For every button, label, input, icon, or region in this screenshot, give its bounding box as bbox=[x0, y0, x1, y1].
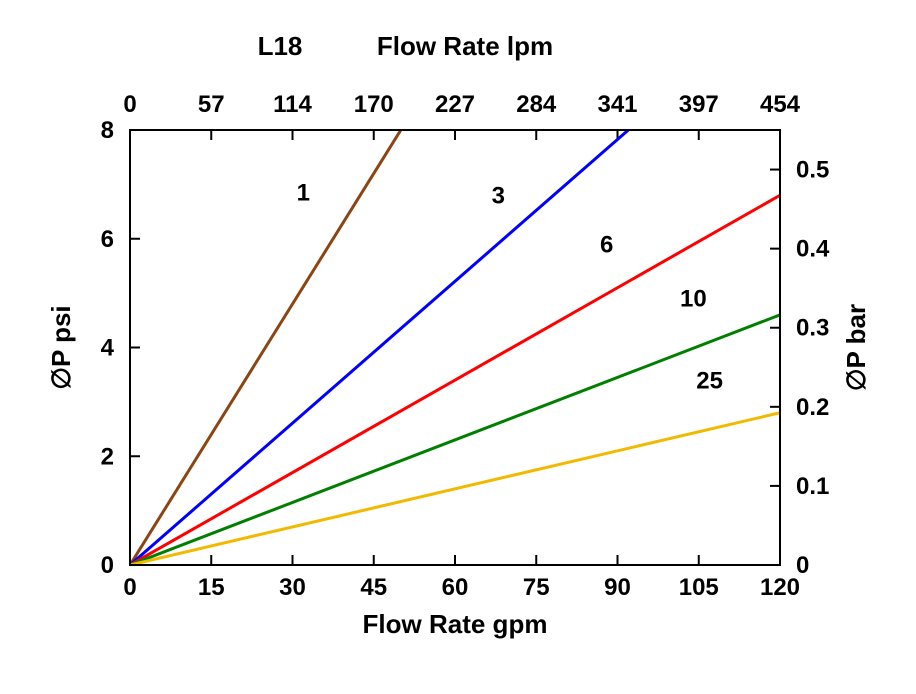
svg-text:8: 8 bbox=[101, 117, 114, 144]
svg-text:341: 341 bbox=[597, 91, 637, 118]
svg-text:L18: L18 bbox=[258, 31, 303, 61]
svg-text:227: 227 bbox=[435, 91, 475, 118]
svg-text:∅P bar: ∅P bar bbox=[841, 304, 871, 391]
svg-text:15: 15 bbox=[198, 574, 225, 601]
series-label-25: 25 bbox=[696, 367, 723, 394]
svg-text:0.1: 0.1 bbox=[796, 473, 829, 500]
svg-text:∅P psi: ∅P psi bbox=[46, 305, 76, 389]
svg-text:30: 30 bbox=[279, 574, 306, 601]
svg-text:0.5: 0.5 bbox=[796, 157, 829, 184]
svg-text:4: 4 bbox=[101, 335, 115, 362]
svg-text:0.2: 0.2 bbox=[796, 394, 829, 421]
svg-text:0: 0 bbox=[101, 552, 114, 579]
svg-text:Flow Rate lpm: Flow Rate lpm bbox=[377, 31, 553, 61]
svg-text:284: 284 bbox=[516, 91, 557, 118]
pressure-drop-chart: 0153045607590105120Flow Rate gpm05711417… bbox=[0, 0, 916, 694]
chart-svg: 0153045607590105120Flow Rate gpm05711417… bbox=[0, 0, 916, 694]
svg-text:114: 114 bbox=[273, 91, 312, 118]
svg-text:0: 0 bbox=[796, 552, 809, 579]
svg-text:397: 397 bbox=[679, 91, 719, 118]
svg-text:45: 45 bbox=[360, 574, 387, 601]
series-label-3: 3 bbox=[492, 182, 505, 209]
svg-text:0.3: 0.3 bbox=[796, 315, 829, 342]
svg-text:105: 105 bbox=[679, 574, 719, 601]
svg-text:57: 57 bbox=[198, 91, 225, 118]
series-label-6: 6 bbox=[600, 231, 613, 258]
svg-text:0.4: 0.4 bbox=[796, 236, 830, 263]
svg-text:120: 120 bbox=[760, 574, 800, 601]
svg-text:60: 60 bbox=[442, 574, 469, 601]
svg-text:90: 90 bbox=[604, 574, 631, 601]
svg-text:0: 0 bbox=[123, 91, 136, 118]
svg-text:6: 6 bbox=[101, 226, 114, 253]
svg-text:75: 75 bbox=[523, 574, 550, 601]
svg-text:454: 454 bbox=[760, 91, 801, 118]
svg-text:Flow Rate gpm: Flow Rate gpm bbox=[363, 609, 548, 639]
svg-text:2: 2 bbox=[101, 443, 114, 470]
series-label-1: 1 bbox=[297, 180, 310, 207]
svg-text:170: 170 bbox=[354, 91, 394, 118]
svg-text:0: 0 bbox=[123, 574, 136, 601]
series-label-10: 10 bbox=[680, 286, 707, 313]
